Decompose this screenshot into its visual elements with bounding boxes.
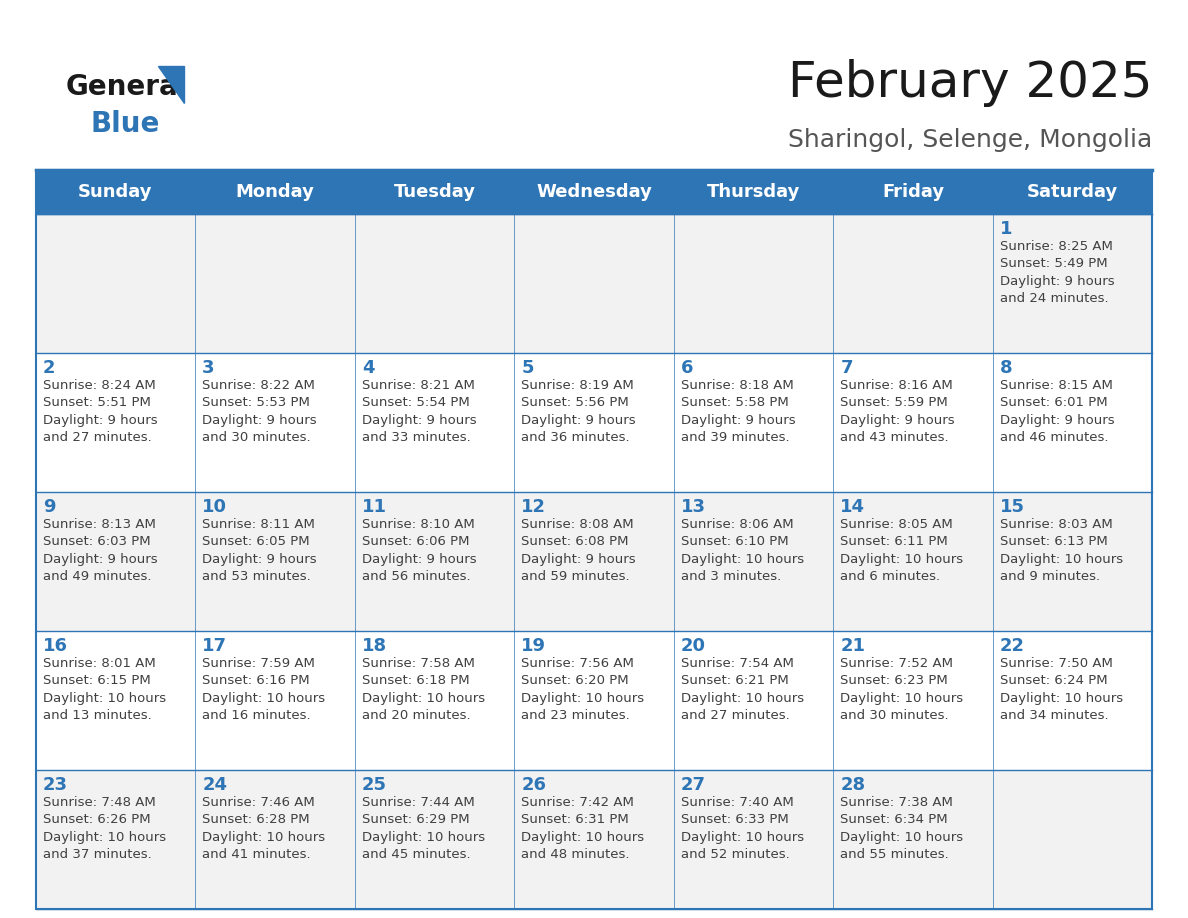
Text: February 2025: February 2025	[788, 59, 1152, 106]
Text: 24: 24	[202, 777, 227, 794]
Text: Sunrise: 7:38 AM
Sunset: 6:34 PM
Daylight: 10 hours
and 55 minutes.: Sunrise: 7:38 AM Sunset: 6:34 PM Dayligh…	[840, 796, 963, 861]
Text: Sunrise: 8:25 AM
Sunset: 5:49 PM
Daylight: 9 hours
and 24 minutes.: Sunrise: 8:25 AM Sunset: 5:49 PM Dayligh…	[1000, 240, 1114, 305]
Text: 3: 3	[202, 359, 215, 377]
Text: Sunrise: 7:44 AM
Sunset: 6:29 PM
Daylight: 10 hours
and 45 minutes.: Sunrise: 7:44 AM Sunset: 6:29 PM Dayligh…	[362, 796, 485, 861]
Text: 1: 1	[1000, 220, 1012, 239]
Text: Sunrise: 8:19 AM
Sunset: 5:56 PM
Daylight: 9 hours
and 36 minutes.: Sunrise: 8:19 AM Sunset: 5:56 PM Dayligh…	[522, 378, 636, 444]
Text: Sunrise: 8:11 AM
Sunset: 6:05 PM
Daylight: 9 hours
and 53 minutes.: Sunrise: 8:11 AM Sunset: 6:05 PM Dayligh…	[202, 518, 317, 583]
Text: 14: 14	[840, 498, 865, 516]
Bar	[36, 770, 1152, 909]
Text: 6: 6	[681, 359, 694, 377]
Text: Sunrise: 8:15 AM
Sunset: 6:01 PM
Daylight: 9 hours
and 46 minutes.: Sunrise: 8:15 AM Sunset: 6:01 PM Dayligh…	[1000, 378, 1114, 444]
Text: 19: 19	[522, 637, 546, 655]
Bar	[36, 631, 1152, 770]
Text: 7: 7	[840, 359, 853, 377]
Text: 22: 22	[1000, 637, 1025, 655]
Text: 8: 8	[1000, 359, 1012, 377]
Text: Sunrise: 7:54 AM
Sunset: 6:21 PM
Daylight: 10 hours
and 27 minutes.: Sunrise: 7:54 AM Sunset: 6:21 PM Dayligh…	[681, 656, 804, 722]
Bar	[36, 353, 1152, 492]
Text: Thursday: Thursday	[707, 183, 801, 201]
Text: 10: 10	[202, 498, 227, 516]
Bar	[36, 492, 1152, 631]
Text: Sunrise: 8:21 AM
Sunset: 5:54 PM
Daylight: 9 hours
and 33 minutes.: Sunrise: 8:21 AM Sunset: 5:54 PM Dayligh…	[362, 378, 476, 444]
Text: 23: 23	[43, 777, 68, 794]
Text: Sunrise: 8:08 AM
Sunset: 6:08 PM
Daylight: 9 hours
and 59 minutes.: Sunrise: 8:08 AM Sunset: 6:08 PM Dayligh…	[522, 518, 636, 583]
Text: General: General	[65, 73, 188, 101]
Text: 2: 2	[43, 359, 56, 377]
Text: 27: 27	[681, 777, 706, 794]
Text: 21: 21	[840, 637, 865, 655]
Text: Sunrise: 7:50 AM
Sunset: 6:24 PM
Daylight: 10 hours
and 34 minutes.: Sunrise: 7:50 AM Sunset: 6:24 PM Dayligh…	[1000, 656, 1123, 722]
Text: Sunrise: 8:18 AM
Sunset: 5:58 PM
Daylight: 9 hours
and 39 minutes.: Sunrise: 8:18 AM Sunset: 5:58 PM Dayligh…	[681, 378, 796, 444]
Text: 15: 15	[1000, 498, 1025, 516]
Text: 9: 9	[43, 498, 56, 516]
Text: 26: 26	[522, 777, 546, 794]
Text: Sunrise: 7:48 AM
Sunset: 6:26 PM
Daylight: 10 hours
and 37 minutes.: Sunrise: 7:48 AM Sunset: 6:26 PM Dayligh…	[43, 796, 166, 861]
Text: Sunrise: 7:40 AM
Sunset: 6:33 PM
Daylight: 10 hours
and 52 minutes.: Sunrise: 7:40 AM Sunset: 6:33 PM Dayligh…	[681, 796, 804, 861]
Text: Sunrise: 8:22 AM
Sunset: 5:53 PM
Daylight: 9 hours
and 30 minutes.: Sunrise: 8:22 AM Sunset: 5:53 PM Dayligh…	[202, 378, 317, 444]
Text: 13: 13	[681, 498, 706, 516]
Text: Sunday: Sunday	[78, 183, 152, 201]
Text: Sunrise: 8:03 AM
Sunset: 6:13 PM
Daylight: 10 hours
and 9 minutes.: Sunrise: 8:03 AM Sunset: 6:13 PM Dayligh…	[1000, 518, 1123, 583]
Polygon shape	[158, 66, 184, 103]
Text: 12: 12	[522, 498, 546, 516]
Text: 4: 4	[362, 359, 374, 377]
Text: 16: 16	[43, 637, 68, 655]
Text: Sunrise: 8:06 AM
Sunset: 6:10 PM
Daylight: 10 hours
and 3 minutes.: Sunrise: 8:06 AM Sunset: 6:10 PM Dayligh…	[681, 518, 804, 583]
Text: Sharingol, Selenge, Mongolia: Sharingol, Selenge, Mongolia	[788, 128, 1152, 151]
Text: Sunrise: 7:52 AM
Sunset: 6:23 PM
Daylight: 10 hours
and 30 minutes.: Sunrise: 7:52 AM Sunset: 6:23 PM Dayligh…	[840, 656, 963, 722]
Text: Sunrise: 8:16 AM
Sunset: 5:59 PM
Daylight: 9 hours
and 43 minutes.: Sunrise: 8:16 AM Sunset: 5:59 PM Dayligh…	[840, 378, 955, 444]
Text: Monday: Monday	[235, 183, 315, 201]
Text: Sunrise: 8:01 AM
Sunset: 6:15 PM
Daylight: 10 hours
and 13 minutes.: Sunrise: 8:01 AM Sunset: 6:15 PM Dayligh…	[43, 656, 166, 722]
Text: Sunrise: 7:58 AM
Sunset: 6:18 PM
Daylight: 10 hours
and 20 minutes.: Sunrise: 7:58 AM Sunset: 6:18 PM Dayligh…	[362, 656, 485, 722]
Text: 28: 28	[840, 777, 866, 794]
Text: Tuesday: Tuesday	[393, 183, 475, 201]
Text: Sunrise: 8:24 AM
Sunset: 5:51 PM
Daylight: 9 hours
and 27 minutes.: Sunrise: 8:24 AM Sunset: 5:51 PM Dayligh…	[43, 378, 157, 444]
Text: 18: 18	[362, 637, 387, 655]
Text: 25: 25	[362, 777, 387, 794]
Text: Wednesday: Wednesday	[536, 183, 652, 201]
Text: Saturday: Saturday	[1026, 183, 1118, 201]
Text: Blue: Blue	[90, 110, 159, 138]
Text: 5: 5	[522, 359, 533, 377]
Text: Sunrise: 8:10 AM
Sunset: 6:06 PM
Daylight: 9 hours
and 56 minutes.: Sunrise: 8:10 AM Sunset: 6:06 PM Dayligh…	[362, 518, 476, 583]
Bar	[36, 214, 1152, 353]
Text: Sunrise: 7:46 AM
Sunset: 6:28 PM
Daylight: 10 hours
and 41 minutes.: Sunrise: 7:46 AM Sunset: 6:28 PM Dayligh…	[202, 796, 326, 861]
Text: Sunrise: 7:42 AM
Sunset: 6:31 PM
Daylight: 10 hours
and 48 minutes.: Sunrise: 7:42 AM Sunset: 6:31 PM Dayligh…	[522, 796, 644, 861]
Bar	[36, 170, 1152, 909]
Text: 20: 20	[681, 637, 706, 655]
Text: Sunrise: 7:56 AM
Sunset: 6:20 PM
Daylight: 10 hours
and 23 minutes.: Sunrise: 7:56 AM Sunset: 6:20 PM Dayligh…	[522, 656, 644, 722]
Text: Sunrise: 8:05 AM
Sunset: 6:11 PM
Daylight: 10 hours
and 6 minutes.: Sunrise: 8:05 AM Sunset: 6:11 PM Dayligh…	[840, 518, 963, 583]
Text: Sunrise: 8:13 AM
Sunset: 6:03 PM
Daylight: 9 hours
and 49 minutes.: Sunrise: 8:13 AM Sunset: 6:03 PM Dayligh…	[43, 518, 157, 583]
Text: 11: 11	[362, 498, 387, 516]
Bar	[36, 170, 1152, 214]
Text: Sunrise: 7:59 AM
Sunset: 6:16 PM
Daylight: 10 hours
and 16 minutes.: Sunrise: 7:59 AM Sunset: 6:16 PM Dayligh…	[202, 656, 326, 722]
Text: Friday: Friday	[881, 183, 944, 201]
Text: 17: 17	[202, 637, 227, 655]
